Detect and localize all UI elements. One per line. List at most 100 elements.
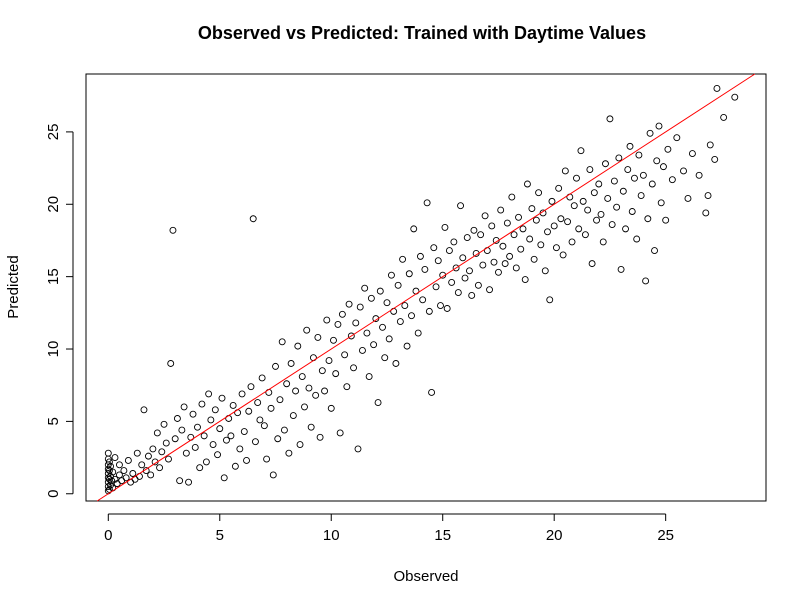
data-point	[122, 474, 130, 482]
data-point	[405, 270, 413, 278]
data-point	[176, 477, 184, 485]
data-point	[626, 142, 634, 150]
data-point	[434, 257, 442, 265]
data-point	[318, 367, 326, 375]
data-point	[702, 209, 710, 217]
data-point	[245, 407, 253, 415]
data-point	[441, 223, 449, 231]
data-point	[298, 373, 306, 380]
data-point	[296, 441, 304, 448]
data-point	[639, 171, 647, 179]
data-point	[564, 218, 572, 226]
data-point	[138, 461, 146, 469]
data-point	[111, 454, 119, 462]
data-point	[385, 335, 393, 343]
data-point	[450, 238, 458, 246]
reference-line	[96, 73, 756, 502]
data-point	[260, 422, 268, 430]
data-point	[392, 360, 400, 367]
data-point	[644, 215, 652, 223]
data-point	[280, 426, 288, 434]
data-point	[546, 296, 554, 304]
data-point	[519, 225, 527, 233]
data-point	[408, 312, 415, 320]
data-point	[153, 429, 161, 437]
data-point	[521, 276, 529, 283]
data-point	[363, 329, 371, 337]
data-point	[316, 433, 324, 441]
data-point	[713, 85, 721, 92]
data-point	[124, 457, 132, 464]
reference-line-group	[96, 73, 756, 502]
data-point	[457, 202, 465, 210]
data-point	[200, 432, 208, 440]
data-point	[214, 451, 221, 459]
y-tick-label: 5	[45, 417, 62, 425]
data-point	[289, 412, 297, 420]
data-point	[312, 391, 320, 399]
y-tick-label: 20	[45, 196, 62, 213]
data-point	[651, 247, 658, 255]
data-point	[209, 441, 217, 448]
data-point	[680, 167, 687, 175]
data-point	[548, 197, 556, 205]
data-point	[414, 329, 422, 337]
data-point	[285, 449, 293, 457]
data-point	[205, 390, 213, 398]
data-point	[178, 426, 186, 434]
data-point	[144, 452, 152, 460]
data-point	[240, 428, 248, 435]
data-point	[577, 147, 585, 155]
data-point	[544, 228, 551, 236]
data-point	[537, 241, 545, 249]
data-point	[133, 449, 141, 457]
data-point	[479, 261, 487, 269]
data-point	[419, 296, 427, 304]
data-point	[379, 323, 386, 331]
data-point	[345, 300, 353, 308]
data-point	[593, 216, 601, 224]
data-point	[421, 265, 429, 273]
data-point	[461, 274, 469, 282]
data-point	[488, 222, 496, 230]
data-point	[474, 281, 482, 289]
data-point	[615, 154, 623, 162]
data-point	[105, 458, 113, 466]
data-point	[307, 423, 315, 431]
data-points	[104, 85, 739, 495]
data-point	[550, 222, 558, 230]
plot-frame	[85, 73, 767, 502]
data-point	[590, 189, 598, 197]
data-point	[236, 445, 244, 453]
data-point	[423, 199, 431, 207]
x-tick-label: 0	[104, 527, 112, 544]
data-point	[267, 404, 275, 412]
data-point	[428, 388, 436, 396]
data-point	[120, 467, 128, 475]
data-point	[688, 150, 696, 158]
data-point	[695, 171, 703, 179]
data-point	[617, 265, 625, 273]
data-point	[437, 302, 444, 310]
data-point	[321, 387, 329, 395]
data-point	[381, 354, 389, 362]
data-point	[659, 163, 667, 171]
data-point	[334, 320, 342, 328]
data-point	[305, 384, 313, 392]
data-point	[376, 287, 384, 295]
data-point	[510, 231, 518, 239]
data-point	[466, 267, 473, 275]
data-point	[374, 399, 382, 407]
data-point	[256, 416, 264, 424]
data-point	[503, 219, 511, 227]
y-tick-label: 10	[45, 341, 62, 358]
data-point	[231, 462, 239, 470]
data-point	[401, 302, 409, 310]
data-point	[194, 423, 201, 431]
data-point	[599, 238, 607, 246]
data-point	[512, 264, 520, 272]
data-point	[532, 216, 540, 224]
data-point	[111, 475, 119, 483]
data-point	[254, 399, 262, 407]
data-point	[445, 247, 453, 255]
